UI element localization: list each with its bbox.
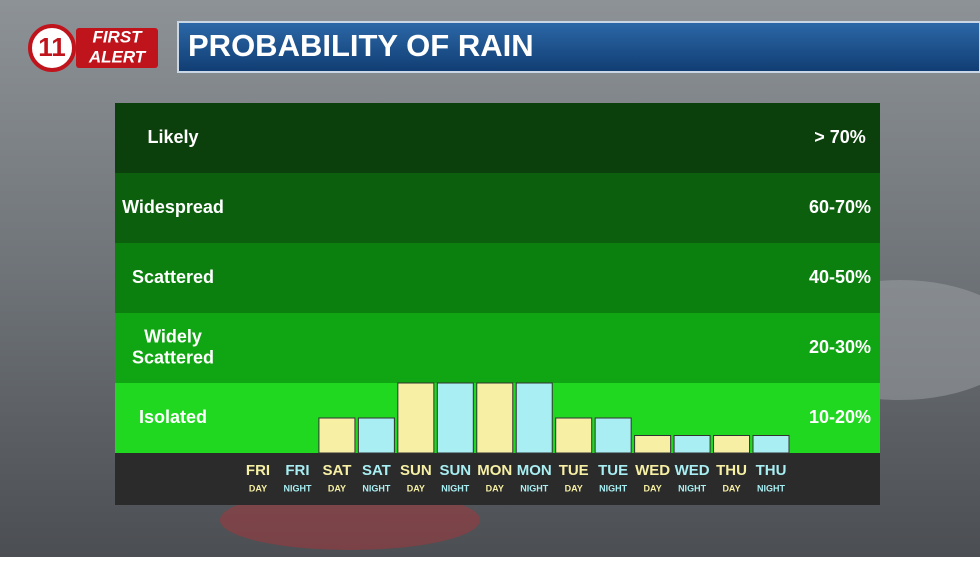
x-tick-label: TUE <box>598 462 628 479</box>
x-tick-label: TUE <box>559 462 589 479</box>
band-label: Widespread <box>122 197 224 217</box>
x-tick-sublabel: DAY <box>249 483 267 493</box>
x-tick-sublabel: NIGHT <box>757 483 786 493</box>
band-range: 10-20% <box>809 407 871 427</box>
x-tick-sublabel: DAY <box>565 483 583 493</box>
band <box>115 173 880 243</box>
bar <box>397 382 435 454</box>
x-tick-label: MON <box>517 462 552 479</box>
band-range: 40-50% <box>809 267 871 287</box>
x-tick-label: FRI <box>246 462 270 479</box>
bar <box>318 417 356 454</box>
x-tick-sublabel: NIGHT <box>599 483 628 493</box>
category-strip <box>115 453 880 505</box>
logo-line2: ALERT <box>88 47 147 66</box>
x-tick-sublabel: NIGHT <box>520 483 549 493</box>
bar <box>357 417 395 454</box>
bar <box>634 435 672 454</box>
x-tick-sublabel: NIGHT <box>441 483 470 493</box>
bar <box>476 382 514 454</box>
x-tick-sublabel: DAY <box>328 483 346 493</box>
x-tick-label: SAT <box>362 462 391 479</box>
band-range: > 70% <box>814 127 866 147</box>
x-tick-label: WED <box>635 462 670 479</box>
logo: 11 FIRST ALERT <box>28 24 158 72</box>
band <box>115 313 880 383</box>
bar <box>673 435 711 454</box>
x-tick-label: MON <box>477 462 512 479</box>
x-tick-sublabel: DAY <box>644 483 662 493</box>
band <box>115 243 880 313</box>
chart-title: PROBABILITY OF RAIN <box>188 28 534 63</box>
band <box>115 103 880 173</box>
bar <box>515 382 553 454</box>
band-label: Scattered <box>132 267 214 287</box>
logo-line1: FIRST <box>92 27 143 46</box>
x-tick-label: SAT <box>322 462 351 479</box>
bar <box>555 417 593 454</box>
band-label: Isolated <box>139 407 207 427</box>
bar <box>713 435 751 454</box>
x-tick-label: SUN <box>400 462 432 479</box>
x-tick-label: WED <box>675 462 710 479</box>
title-bar <box>177 21 980 73</box>
band-range: 20-30% <box>809 337 871 357</box>
x-tick-sublabel: DAY <box>407 483 425 493</box>
bar <box>752 435 790 454</box>
x-tick-label: THU <box>756 462 787 479</box>
x-tick-label: THU <box>716 462 747 479</box>
x-tick-sublabel: DAY <box>722 483 740 493</box>
logo-circle <box>28 24 76 72</box>
x-tick-label: SUN <box>439 462 471 479</box>
bar <box>436 382 474 454</box>
band-label: Likely <box>147 127 198 147</box>
logo-box <box>76 28 158 68</box>
bar <box>594 417 632 454</box>
x-tick-sublabel: DAY <box>486 483 504 493</box>
x-tick-sublabel: NIGHT <box>283 483 312 493</box>
logo-number: 11 <box>38 32 66 62</box>
x-tick-label: FRI <box>285 462 309 479</box>
x-tick-sublabel: NIGHT <box>678 483 707 493</box>
x-tick-sublabel: NIGHT <box>362 483 391 493</box>
band-range: 60-70% <box>809 197 871 217</box>
band-label: Widely Scattered <box>132 326 214 367</box>
